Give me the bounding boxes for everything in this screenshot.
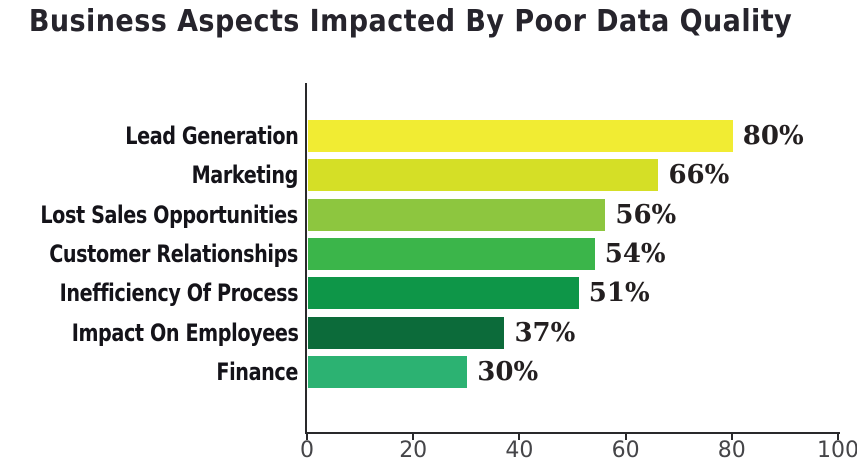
value-label: 30%	[477, 356, 539, 387]
bar-row: Marketing 66%	[0, 159, 857, 192]
chart-title: Business Aspects Impacted By Poor Data Q…	[28, 4, 793, 39]
bar	[308, 159, 659, 192]
x-tick	[730, 434, 733, 440]
x-tick-label: 0	[300, 438, 314, 460]
x-tick	[306, 434, 308, 440]
bar	[308, 237, 595, 270]
x-tick	[624, 434, 627, 440]
x-tick-label: 100	[817, 438, 857, 460]
bar-row: Lost Sales Opportunities 56%	[0, 198, 857, 231]
category-label: Customer Relationships	[49, 239, 298, 268]
y-axis-line	[305, 83, 307, 434]
bar-row: Impact On Employees 37%	[0, 316, 857, 349]
bar	[308, 316, 505, 349]
value-label: 56%	[615, 199, 677, 230]
x-tick-label: 20	[399, 438, 428, 460]
category-label: Lead Generation	[124, 122, 299, 150]
category-label: Impact On Employees	[71, 318, 298, 347]
bar-row: Inefficiency Of Process 51%	[0, 277, 857, 310]
category-label: Finance	[216, 357, 298, 386]
bar	[308, 198, 606, 231]
category-label: Marketing	[191, 161, 299, 190]
x-tick-label: 80	[717, 438, 746, 460]
bar-row: Lead Generation 80%	[0, 120, 857, 152]
category-label: Inefficiency Of Process	[59, 279, 298, 308]
x-tick	[518, 434, 521, 440]
x-axis-line	[305, 432, 840, 434]
bar-row: Customer Relationships 54%	[0, 237, 857, 270]
x-tick-label: 60	[611, 438, 640, 460]
x-tick	[412, 434, 415, 440]
bar	[308, 120, 733, 152]
bar-row: Finance 30%	[0, 355, 857, 388]
x-tick	[837, 434, 839, 440]
bar	[308, 277, 579, 310]
value-label: 51%	[588, 278, 650, 309]
value-label: 66%	[668, 160, 730, 191]
value-label: 54%	[604, 238, 666, 269]
value-label: 80%	[742, 121, 804, 151]
category-label: Lost Sales Opportunities	[40, 200, 299, 229]
bar	[308, 355, 468, 388]
x-tick-label: 40	[505, 438, 534, 460]
value-label: 37%	[514, 317, 576, 348]
